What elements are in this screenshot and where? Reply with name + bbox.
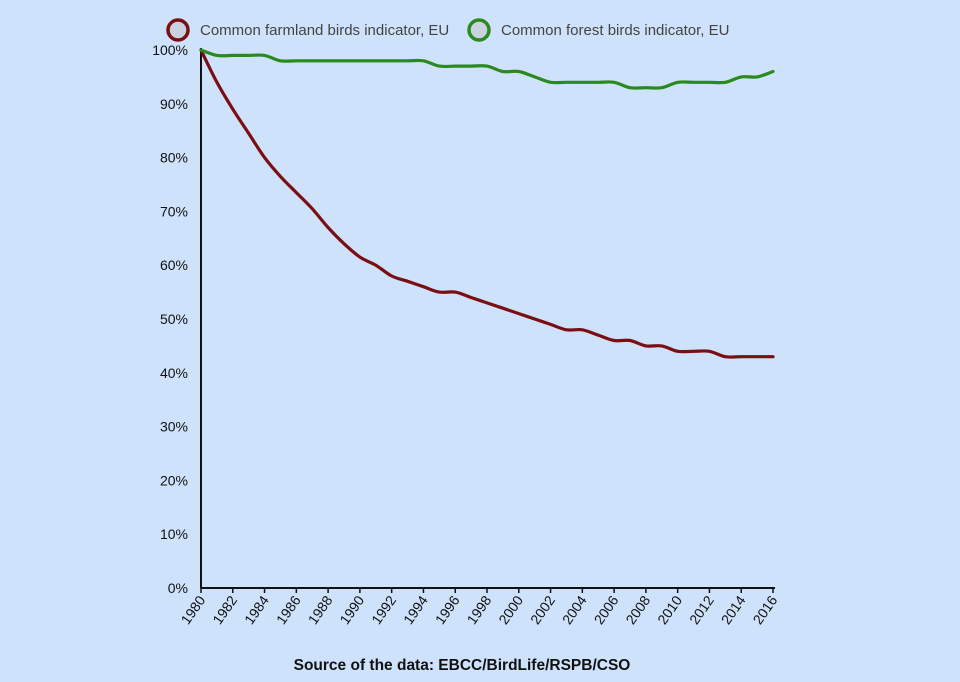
y-tick-label: 80%	[160, 150, 188, 166]
x-tick-label: 2014	[718, 592, 749, 627]
x-axis-tick-labels: 1980 1982 1984 1986 1988 1990 1992 1994 1996 1998…	[177, 588, 781, 627]
legend-item-forest[interactable]: Common forest birds indicator, EU	[467, 18, 729, 42]
y-tick-label: 70%	[160, 203, 188, 219]
x-tick-label: 2004	[559, 592, 590, 627]
x-tick-label: 2012	[686, 592, 717, 627]
y-tick-label: 0%	[168, 580, 188, 596]
y-tick-label: 30%	[160, 419, 188, 435]
y-tick-label: 50%	[160, 311, 188, 327]
legend-label: Common forest birds indicator, EU	[501, 22, 729, 39]
source-note: Source of the data: EBCC/BirdLife/RSPB/C…	[294, 657, 631, 674]
farmland-birds-line	[199, 48, 775, 359]
x-tick-label: 1992	[368, 592, 399, 627]
x-tick-label: 1990	[336, 592, 367, 627]
x-tick-label: 2006	[591, 592, 622, 627]
y-tick-label: 100%	[152, 42, 188, 58]
legend-marker	[166, 18, 190, 42]
x-tick-label: 1986	[273, 592, 304, 627]
y-tick-label: 20%	[160, 472, 188, 488]
y-tick-label: 10%	[160, 526, 188, 542]
x-tick-label: 1998	[463, 592, 494, 627]
x-tick-label: 2016	[749, 592, 780, 627]
x-tick-label: 1982	[209, 592, 240, 627]
x-tick-label: 1980	[177, 592, 208, 627]
forest-birds-line	[199, 48, 775, 90]
x-tick-label: 2008	[622, 592, 653, 627]
x-tick-label: 1988	[305, 592, 336, 627]
y-axis-tick-labels: 0% 10% 20% 30% 40% 50% 60% 70% 80% 90% 100%	[152, 42, 188, 596]
legend-item-farmland[interactable]: Common farmland birds indicator, EU	[166, 18, 449, 42]
axes	[200, 48, 775, 589]
y-tick-label: 90%	[160, 96, 188, 112]
y-tick-label: 40%	[160, 365, 188, 381]
x-tick-label: 1996	[432, 592, 463, 627]
y-tick-label: 60%	[160, 257, 188, 273]
x-tick-label: 2010	[654, 592, 685, 627]
legend: Common farmland birds indicator, EU Commo…	[166, 18, 729, 42]
x-tick-label: 1994	[400, 592, 431, 627]
series-lines	[199, 48, 775, 359]
x-tick-label: 1984	[241, 592, 272, 627]
legend-marker	[467, 18, 491, 42]
legend-label: Common farmland birds indicator, EU	[200, 22, 449, 39]
x-tick-label: 2000	[495, 592, 526, 627]
x-tick-label: 2002	[527, 592, 558, 627]
